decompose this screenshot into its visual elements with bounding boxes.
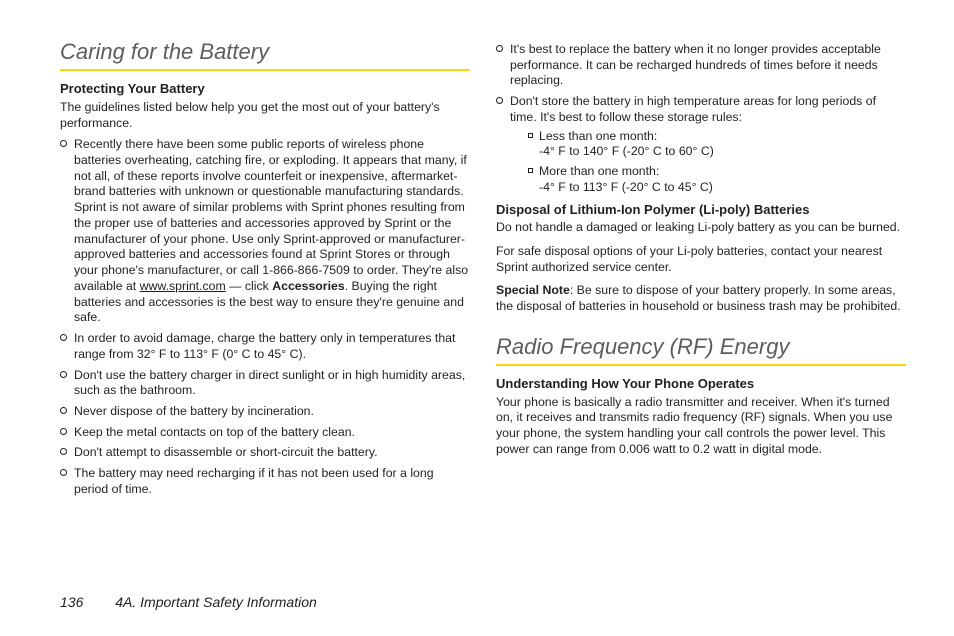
bullet-item: Don't attempt to disassemble or short-ci… (60, 445, 470, 461)
bullet-item: Don't use the battery charger in direct … (60, 368, 470, 399)
section-heading-battery: Caring for the Battery (60, 38, 470, 71)
bullet-item: In order to avoid damage, charge the bat… (60, 331, 470, 362)
battery-guidelines-continued: It's best to replace the battery when it… (496, 42, 906, 196)
left-column: Caring for the Battery Protecting Your B… (60, 38, 470, 568)
disposal-p1: Do not handle a damaged or leaking Li-po… (496, 220, 906, 236)
intro-paragraph: The guidelines listed below help you get… (60, 100, 470, 131)
bullet-item: Keep the metal contacts on top of the ba… (60, 425, 470, 441)
subheading-disposal: Disposal of Lithium-Ion Polymer (Li-poly… (496, 202, 906, 219)
disposal-p2: For safe disposal options of your Li-pol… (496, 244, 906, 275)
page-number: 136 (60, 594, 83, 610)
bullet-item: It's best to replace the battery when it… (496, 42, 906, 89)
square-bullet: Less than one month: -4° F to 140° F (-2… (528, 129, 906, 160)
subheading-understanding: Understanding How Your Phone Operates (496, 376, 906, 393)
special-note-label: Special Note (496, 283, 570, 297)
sprint-link[interactable]: www.sprint.com (140, 279, 226, 293)
bullet-item: Recently there have been some public rep… (60, 137, 470, 326)
square-bullet: More than one month: -4° F to 113° F (-2… (528, 164, 906, 195)
subheading-protecting: Protecting Your Battery (60, 81, 470, 98)
bullet-item: The battery may need recharging if it ha… (60, 466, 470, 497)
bullet-item: Don't store the battery in high temperat… (496, 94, 906, 195)
page-footer: 136 4A. Important Safety Information (60, 594, 317, 610)
battery-guidelines-list: Recently there have been some public rep… (60, 137, 470, 497)
bullet-item: Never dispose of the battery by incinera… (60, 404, 470, 420)
chapter-title: 4A. Important Safety Information (115, 594, 317, 610)
section-heading-rf: Radio Frequency (RF) Energy (496, 333, 906, 366)
special-note: Special Note: Be sure to dispose of your… (496, 283, 906, 314)
right-column: It's best to replace the battery when it… (496, 38, 906, 568)
rf-paragraph: Your phone is basically a radio transmit… (496, 395, 906, 458)
storage-rules-list: Less than one month: -4° F to 140° F (-2… (528, 129, 906, 196)
two-column-layout: Caring for the Battery Protecting Your B… (60, 38, 906, 568)
accessories-bold: Accessories (272, 279, 344, 293)
